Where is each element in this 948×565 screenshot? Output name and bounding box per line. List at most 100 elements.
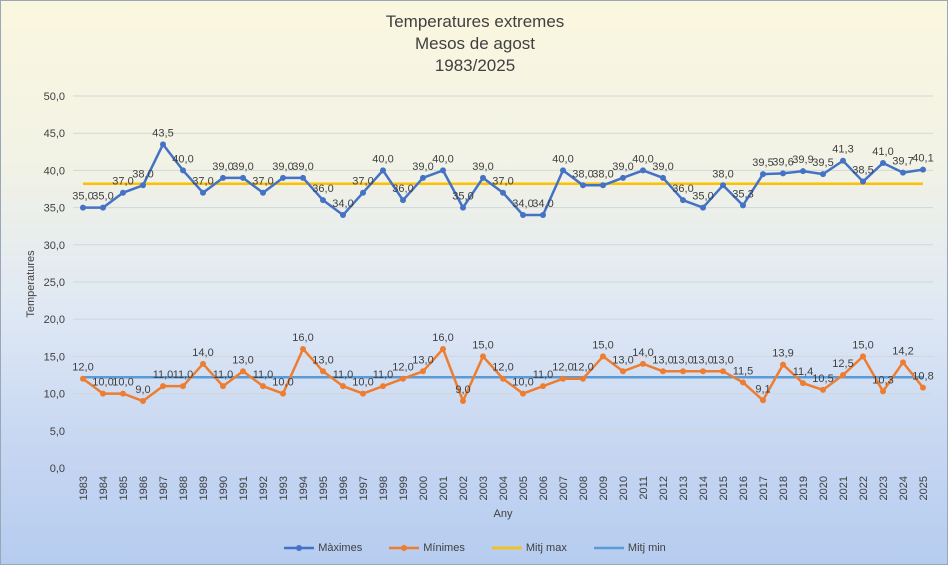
x-tick-label: 1987 — [158, 476, 170, 500]
x-tick-label: 2025 — [918, 476, 930, 500]
data-point — [180, 383, 186, 390]
data-point — [380, 383, 386, 390]
legend-label-mitj-min: Mitj min — [627, 542, 666, 555]
data-label: 39,9 — [792, 154, 813, 166]
data-point — [900, 359, 906, 366]
data-label: 14,0 — [632, 347, 653, 359]
data-point — [460, 398, 466, 405]
data-label: 38,0 — [712, 168, 733, 180]
x-tick-label: 1997 — [358, 476, 370, 500]
data-point — [260, 383, 266, 390]
x-tick-label: 2024 — [898, 476, 910, 500]
data-point — [680, 368, 686, 375]
data-label: 37,0 — [112, 176, 133, 188]
data-label: 41,3 — [832, 144, 853, 156]
data-label: 10,0 — [512, 377, 533, 389]
data-label: 11,0 — [333, 369, 354, 381]
x-tick-label: 2021 — [838, 476, 850, 500]
data-point — [540, 212, 546, 219]
data-label: 35,3 — [732, 188, 753, 200]
data-label: 37,0 — [192, 176, 213, 188]
data-label: 36,0 — [672, 183, 693, 195]
data-point — [380, 167, 386, 174]
data-point — [620, 368, 626, 375]
data-point — [660, 174, 666, 181]
data-point — [80, 375, 86, 382]
legend-label-mitj-max: Mitj max — [525, 542, 567, 555]
x-tick-label: 2000 — [418, 476, 430, 500]
data-label: 37,0 — [492, 176, 513, 188]
data-label: 16,0 — [432, 332, 453, 344]
data-point — [680, 197, 686, 204]
data-point — [740, 202, 746, 209]
x-tick-label: 1996 — [338, 476, 350, 500]
data-point — [800, 168, 806, 175]
data-point — [820, 386, 826, 393]
data-point — [200, 189, 206, 196]
x-tick-label: 2019 — [798, 476, 810, 500]
x-axis-title: Any — [494, 508, 513, 520]
data-label: 12,0 — [72, 362, 93, 374]
y-tick-label: 10,0 — [44, 389, 65, 401]
x-tick-label: 1989 — [198, 476, 210, 500]
data-point — [360, 189, 366, 196]
data-point — [920, 384, 926, 391]
data-label: 13,0 — [232, 354, 253, 366]
legend-swatch-minimes — [389, 545, 420, 552]
data-point — [740, 379, 746, 386]
x-tick-label: 1995 — [318, 476, 330, 500]
data-label: 36,0 — [392, 183, 413, 195]
data-point — [860, 353, 866, 360]
data-point — [640, 360, 646, 367]
data-label: 39,0 — [412, 161, 433, 173]
data-label: 16,0 — [292, 332, 313, 344]
data-point — [660, 368, 666, 375]
data-point — [840, 372, 846, 378]
data-point — [720, 182, 726, 189]
data-point — [120, 189, 126, 196]
x-tick-label: 2014 — [698, 476, 710, 500]
data-point — [600, 353, 606, 360]
data-label: 12,5 — [832, 358, 853, 370]
data-label: 12,0 — [552, 362, 573, 374]
chart-title-line-2: Mesos de agost — [414, 34, 535, 53]
data-label: 40,0 — [432, 153, 453, 165]
series-lines — [80, 141, 926, 405]
data-point — [340, 212, 346, 219]
data-point — [240, 368, 246, 375]
data-label: 38,0 — [592, 168, 613, 180]
legend-item-mitj-min: Mitj min — [593, 542, 666, 555]
data-label: 11,0 — [153, 369, 174, 381]
legend-label-maximes: Màximes — [318, 542, 363, 555]
data-point — [480, 353, 486, 360]
data-point — [700, 368, 706, 375]
data-label: 39,0 — [652, 161, 673, 173]
data-point — [900, 169, 906, 176]
data-point — [100, 390, 106, 397]
data-labels: 35,035,037,038,043,540,037,039,039,037,0… — [72, 127, 933, 396]
y-axis-title: Temperatures — [25, 250, 37, 318]
data-label: 13,0 — [712, 354, 733, 366]
data-point — [620, 174, 626, 181]
data-point — [420, 174, 426, 181]
data-point — [580, 182, 586, 189]
x-tick-label: 2011 — [638, 476, 650, 500]
data-point — [560, 375, 566, 382]
data-point — [600, 182, 606, 189]
data-point — [720, 368, 726, 375]
data-point — [140, 182, 146, 189]
data-label: 13,0 — [612, 354, 633, 366]
data-point — [440, 167, 446, 174]
data-point — [280, 174, 286, 181]
y-tick-label: 15,0 — [44, 351, 65, 363]
y-tick-label: 30,0 — [44, 240, 65, 252]
x-tick-label: 2023 — [878, 476, 890, 500]
data-label: 35,0 — [92, 191, 113, 203]
data-label: 9,0 — [455, 384, 470, 396]
data-point — [340, 383, 346, 390]
y-tick-label: 50,0 — [44, 91, 65, 103]
y-tick-label: 20,0 — [44, 314, 65, 326]
data-label: 35,0 — [72, 191, 93, 203]
